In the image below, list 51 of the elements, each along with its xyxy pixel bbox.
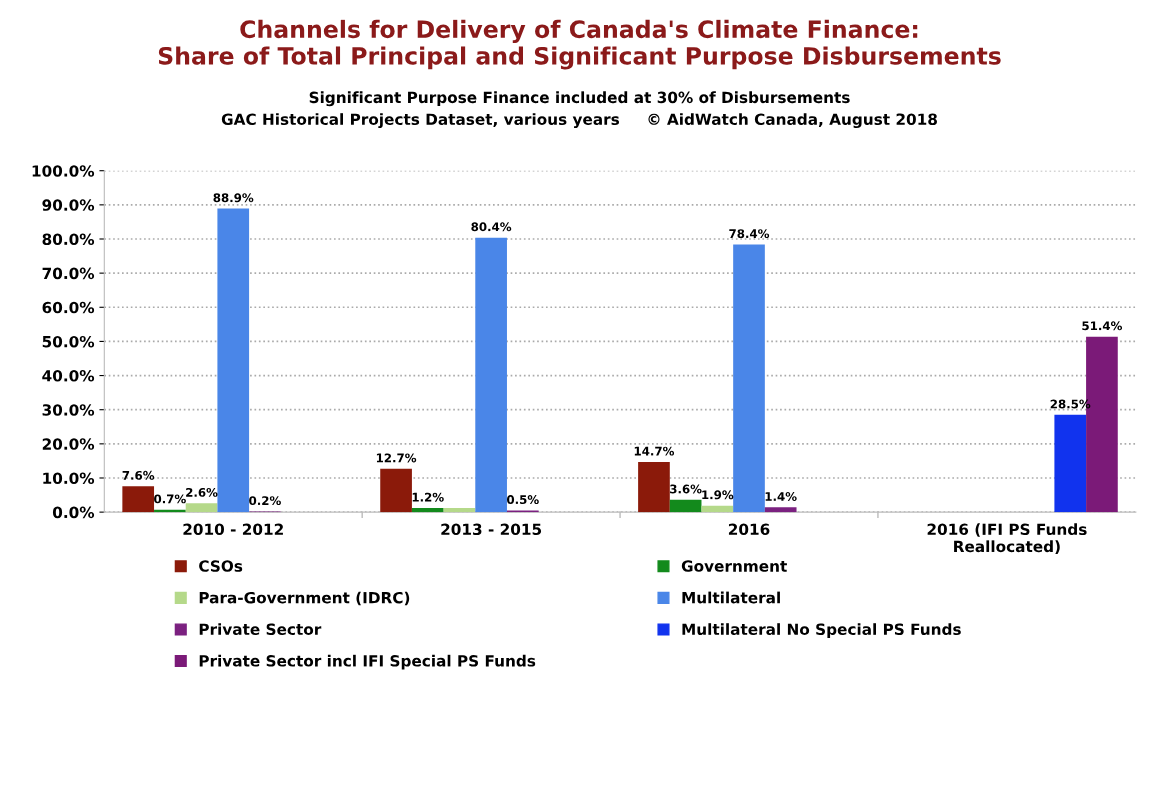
- data-label: 0.7%: [154, 494, 186, 504]
- bar: [638, 461, 670, 513]
- x-tick-label: 2013 - 2015: [441, 523, 542, 536]
- bar: [733, 244, 765, 513]
- y-tick-label: 30.0%: [42, 404, 95, 416]
- x-tick-label: 2016: [728, 523, 770, 536]
- data-label: 1.2%: [412, 492, 444, 502]
- bar: [475, 237, 507, 513]
- legend-label: Government: [681, 560, 787, 572]
- bar: [380, 468, 412, 513]
- data-label: 12.7%: [376, 453, 417, 463]
- data-label: 14.7%: [634, 446, 675, 456]
- data-label: 78.4%: [729, 229, 770, 239]
- bar: [122, 486, 155, 513]
- bar: [185, 503, 218, 513]
- legend-label: CSOs: [199, 560, 243, 572]
- data-label: 88.9%: [213, 193, 254, 203]
- y-tick-label: 70.0%: [42, 267, 95, 280]
- bar: [411, 508, 444, 513]
- bar: [669, 499, 702, 513]
- y-tick-label: 40.0%: [42, 370, 95, 382]
- data-label: 0.5%: [507, 495, 539, 505]
- chart-title: Channels for Delivery of Canada's Climate Finance: Share of Total Principal and Significant Purpose Disbursements: [158, 19, 1001, 70]
- y-tick-label: 80.0%: [42, 233, 95, 246]
- data-label: 1.4%: [765, 492, 797, 501]
- x-tick-label: 2010 - 2012: [183, 523, 283, 536]
- y-tick-label: 50.0%: [42, 335, 95, 348]
- bar: [443, 508, 476, 513]
- data-label: 2.6%: [186, 487, 218, 497]
- legend-label: Private Sector incl IFI Special PS Funds: [199, 654, 536, 670]
- y-tick-label: 90.0%: [42, 199, 95, 211]
- chart-subtitle: Significant Purpose Finance included at 30% of Disbursements GAC Historical Projects Dataset, various years © AidWatch Canada, August 2018: [221, 91, 937, 129]
- data-label: 80.4%: [471, 222, 512, 232]
- legend-label: Multilateral: [682, 591, 780, 604]
- legend-label: Private Sector: [199, 623, 322, 636]
- y-tick-label: 20.0%: [42, 438, 95, 450]
- x-tick-label: 2016 (IFI PS Funds Reallocated): [927, 523, 1087, 554]
- data-label: 7.6%: [122, 470, 155, 480]
- y-tick-label: 100.0%: [32, 165, 95, 177]
- legend-label: Multilateral No Special PS Funds: [682, 623, 961, 638]
- data-label: 0.2%: [249, 496, 281, 506]
- data-label: 51.4%: [1082, 321, 1123, 331]
- bar: [764, 507, 797, 513]
- bar: [1054, 414, 1087, 513]
- bar: [701, 505, 734, 513]
- y-tick-label: 0.0%: [52, 506, 95, 519]
- y-tick-label: 10.0%: [43, 472, 95, 485]
- legend-label: Para-Government (IDRC): [199, 591, 410, 606]
- bar: [217, 208, 250, 513]
- y-tick-label: 60.0%: [42, 301, 95, 314]
- data-label: 3.6%: [670, 484, 702, 494]
